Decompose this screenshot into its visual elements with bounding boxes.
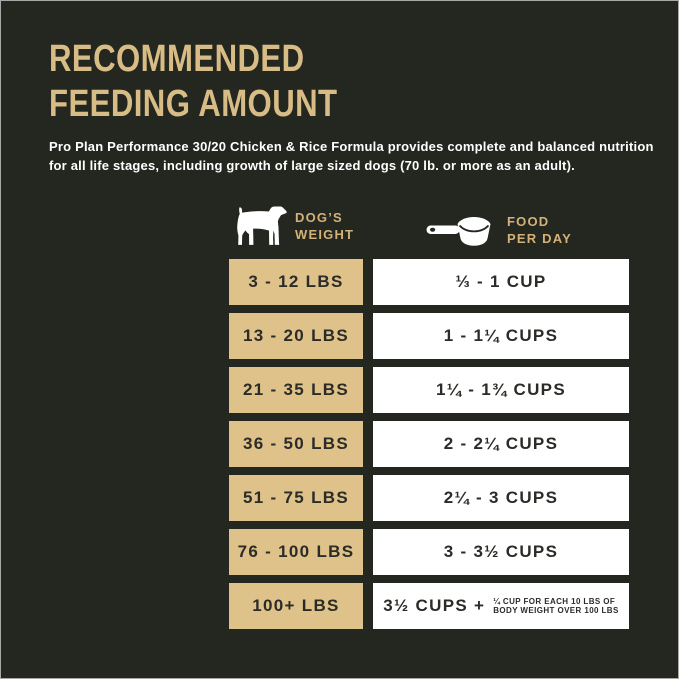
food-cell: 3 - 3½ CUPS xyxy=(373,529,629,575)
weight-label-line-2: WEIGHT xyxy=(295,227,355,242)
weight-column-header: DOG’S WEIGHT xyxy=(235,206,354,246)
description-line-2: for all life stages, including growth of… xyxy=(49,157,575,173)
table-row: 100+ LBS 3½ CUPS + ¼ CUP FOR EACH 10 LBS… xyxy=(229,583,629,629)
weight-cell: 21 - 35 LBS xyxy=(229,367,363,413)
weight-label-line-1: DOG’S xyxy=(295,210,343,225)
food-label-line-2: PER DAY xyxy=(507,231,572,246)
weight-cell: 51 - 75 LBS xyxy=(229,475,363,521)
table-row: 13 - 20 LBS 1 - 1¼ CUPS xyxy=(229,313,629,359)
food-cell: ⅓ - 1 CUP xyxy=(373,259,629,305)
measuring-cup-icon xyxy=(425,213,495,247)
food-cell: 3½ CUPS + ¼ CUP FOR EACH 10 LBS OF BODY … xyxy=(373,583,629,629)
weight-cell: 3 - 12 LBS xyxy=(229,259,363,305)
food-cell: 1 - 1¼ CUPS xyxy=(373,313,629,359)
feeding-table: 3 - 12 LBS ⅓ - 1 CUP 13 - 20 LBS 1 - 1¼ … xyxy=(229,259,629,637)
weight-cell: 13 - 20 LBS xyxy=(229,313,363,359)
weight-cell: 100+ LBS xyxy=(229,583,363,629)
food-amount: 3½ CUPS + xyxy=(383,596,486,615)
table-row: 51 - 75 LBS 2¼ - 3 CUPS xyxy=(229,475,629,521)
food-column-label: FOOD PER DAY xyxy=(507,213,572,247)
food-cell: 1¼ - 1¾ CUPS xyxy=(373,367,629,413)
table-row: 21 - 35 LBS 1¼ - 1¾ CUPS xyxy=(229,367,629,413)
food-note: ¼ CUP FOR EACH 10 LBS OF BODY WEIGHT OVE… xyxy=(493,597,618,616)
page-title-line-2: FEEDING AMOUNT xyxy=(49,83,338,125)
table-row: 76 - 100 LBS 3 - 3½ CUPS xyxy=(229,529,629,575)
weight-cell: 36 - 50 LBS xyxy=(229,421,363,467)
food-cell: 2 - 2¼ CUPS xyxy=(373,421,629,467)
table-row: 3 - 12 LBS ⅓ - 1 CUP xyxy=(229,259,629,305)
dog-icon xyxy=(235,206,287,246)
weight-cell: 76 - 100 LBS xyxy=(229,529,363,575)
food-column-header: FOOD PER DAY xyxy=(425,213,572,247)
food-note-line-2: BODY WEIGHT OVER 100 LBS xyxy=(493,606,619,615)
food-cell: 2¼ - 3 CUPS xyxy=(373,475,629,521)
table-row: 36 - 50 LBS 2 - 2¼ CUPS xyxy=(229,421,629,467)
description-line-1: Pro Plan Performance 30/20 Chicken & Ric… xyxy=(49,139,654,154)
weight-column-label: DOG’S WEIGHT xyxy=(295,209,354,243)
page-title-line-1: RECOMMENDED xyxy=(49,38,305,80)
page-title: RECOMMENDED FEEDING AMOUNT xyxy=(49,37,401,127)
food-note-line-1: ¼ CUP FOR EACH 10 LBS OF xyxy=(493,596,616,606)
food-label-line-1: FOOD xyxy=(507,214,550,229)
description-text: Pro Plan Performance 30/20 Chicken & Ric… xyxy=(49,138,654,175)
